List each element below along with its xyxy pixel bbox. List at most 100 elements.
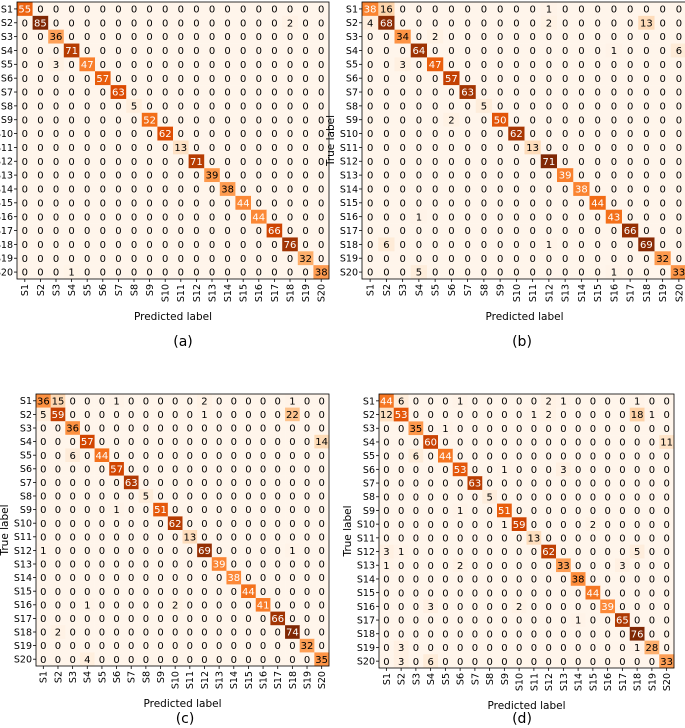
- cell-value-label: 0: [472, 465, 478, 476]
- heatmap-cell: [654, 43, 672, 58]
- cell-value-label: 0: [634, 616, 640, 627]
- heatmap-cell: [188, 265, 205, 280]
- cell-value-label: 36: [50, 32, 63, 43]
- cell-value-label: 0: [224, 143, 230, 154]
- heatmap-cell: [17, 223, 33, 238]
- cell-value-label: 0: [216, 532, 222, 543]
- heatmap-cell: [378, 126, 395, 141]
- cell-value-label: 0: [69, 573, 75, 584]
- cell-value-label: 0: [486, 643, 492, 654]
- cell-value-label: 0: [287, 212, 293, 223]
- cell-value-label: 0: [100, 254, 106, 265]
- cell-value-label: 0: [40, 532, 46, 543]
- cell-value-label: 0: [271, 5, 277, 16]
- heatmap-cell: [251, 43, 267, 58]
- cell-value-label: 0: [143, 600, 149, 611]
- heatmap-cell: [17, 126, 33, 141]
- cell-value-label: 0: [100, 5, 106, 16]
- heatmap-cell: [605, 265, 623, 280]
- cell-value-label: 0: [304, 628, 310, 639]
- cell-value-label: 0: [178, 46, 184, 57]
- cell-value-label: 0: [529, 226, 535, 237]
- cell-value-label: 0: [594, 185, 600, 196]
- heatmap-cell: [282, 182, 299, 197]
- heatmap-cell: [492, 223, 509, 238]
- cell-value-label: 0: [240, 32, 246, 43]
- x-tick-label: S11: [185, 671, 196, 689]
- heatmap-cell: [508, 98, 525, 114]
- cell-value-label: 0: [659, 198, 665, 209]
- heatmap-cell: [557, 265, 574, 280]
- heatmap-cell: [157, 29, 174, 44]
- cell-value-label: 0: [84, 46, 90, 57]
- cell-value-label: 0: [100, 129, 106, 140]
- cell-value-label: 0: [457, 588, 463, 599]
- heatmap-cell: [266, 154, 283, 169]
- cell-value-label: 0: [260, 424, 266, 435]
- cell-value-label: 0: [69, 600, 75, 611]
- heatmap-cell: [605, 2, 623, 17]
- heatmap-cell: [219, 57, 236, 72]
- cell-value-label: 0: [464, 171, 470, 182]
- cell-value-label: 0: [531, 438, 537, 449]
- cell-value-label: 0: [594, 254, 600, 265]
- cell-value-label: 0: [457, 438, 463, 449]
- heatmap-cell: [443, 237, 460, 252]
- heatmap-cell: [670, 15, 685, 30]
- heatmap-cell: [266, 223, 283, 238]
- heatmap-cell: [573, 168, 590, 183]
- cell-value-label: 0: [501, 657, 507, 668]
- cell-value-label: 0: [659, 171, 665, 182]
- cell-value-label: 0: [383, 157, 389, 168]
- heatmap-cell: [459, 223, 477, 238]
- cell-value-label: 0: [562, 18, 568, 29]
- heatmap-cell: [282, 57, 299, 72]
- y-tick-label: S18: [0, 240, 13, 251]
- cell-value-label: 0: [318, 410, 324, 421]
- heatmap-cell: [378, 140, 395, 155]
- cell-value-label: 0: [457, 643, 463, 654]
- cell-value-label: 0: [399, 5, 405, 16]
- y-tick-label: S2: [346, 18, 358, 29]
- heatmap-cell: [670, 209, 685, 224]
- heatmap-cell: [17, 71, 33, 86]
- x-tick-label: S13: [561, 284, 572, 302]
- cell-value-label: 1: [575, 616, 581, 627]
- heatmap-cell: [79, 126, 96, 141]
- cell-value-label: 0: [178, 60, 184, 71]
- heatmap-cell: [605, 251, 623, 266]
- cell-value-label: 0: [84, 226, 90, 237]
- cell-value-label: 1: [383, 561, 389, 572]
- cell-value-label: 0: [457, 547, 463, 558]
- cell-value-label: 0: [146, 60, 152, 71]
- cell-value-label: 0: [594, 74, 600, 85]
- heatmap-cell: [297, 251, 314, 266]
- heatmap-cell: [670, 251, 685, 266]
- heatmap-cell: [475, 71, 493, 86]
- cell-value-label: 0: [275, 396, 281, 407]
- cell-value-label: 0: [649, 506, 655, 517]
- cell-value-label: 0: [68, 171, 74, 182]
- cell-value-label: 0: [178, 268, 184, 279]
- cell-value-label: 0: [659, 143, 665, 154]
- cell-value-label: 0: [157, 519, 163, 530]
- cell-value-label: 0: [383, 198, 389, 209]
- x-tick-label: S8: [479, 284, 490, 296]
- heatmap-cell: [297, 209, 314, 224]
- heatmap-cell: [313, 209, 330, 224]
- cell-value-label: 0: [416, 157, 422, 168]
- heatmap-cell: [79, 421, 95, 436]
- cell-value-label: 0: [22, 74, 28, 85]
- cell-value-label: 0: [619, 506, 625, 517]
- cell-value-label: 0: [289, 641, 295, 652]
- heatmap-cell: [235, 15, 252, 30]
- cell-value-label: 0: [37, 254, 43, 265]
- heatmap-cell: [638, 57, 655, 72]
- heatmap-cell: [443, 112, 460, 127]
- heatmap-cell: [63, 15, 80, 30]
- heatmap-cell: [251, 223, 267, 238]
- cell-value-label: 0: [287, 101, 293, 112]
- cell-value-label: 0: [398, 561, 404, 572]
- heatmap-cell: [126, 15, 143, 30]
- cell-value-label: 66: [271, 614, 284, 625]
